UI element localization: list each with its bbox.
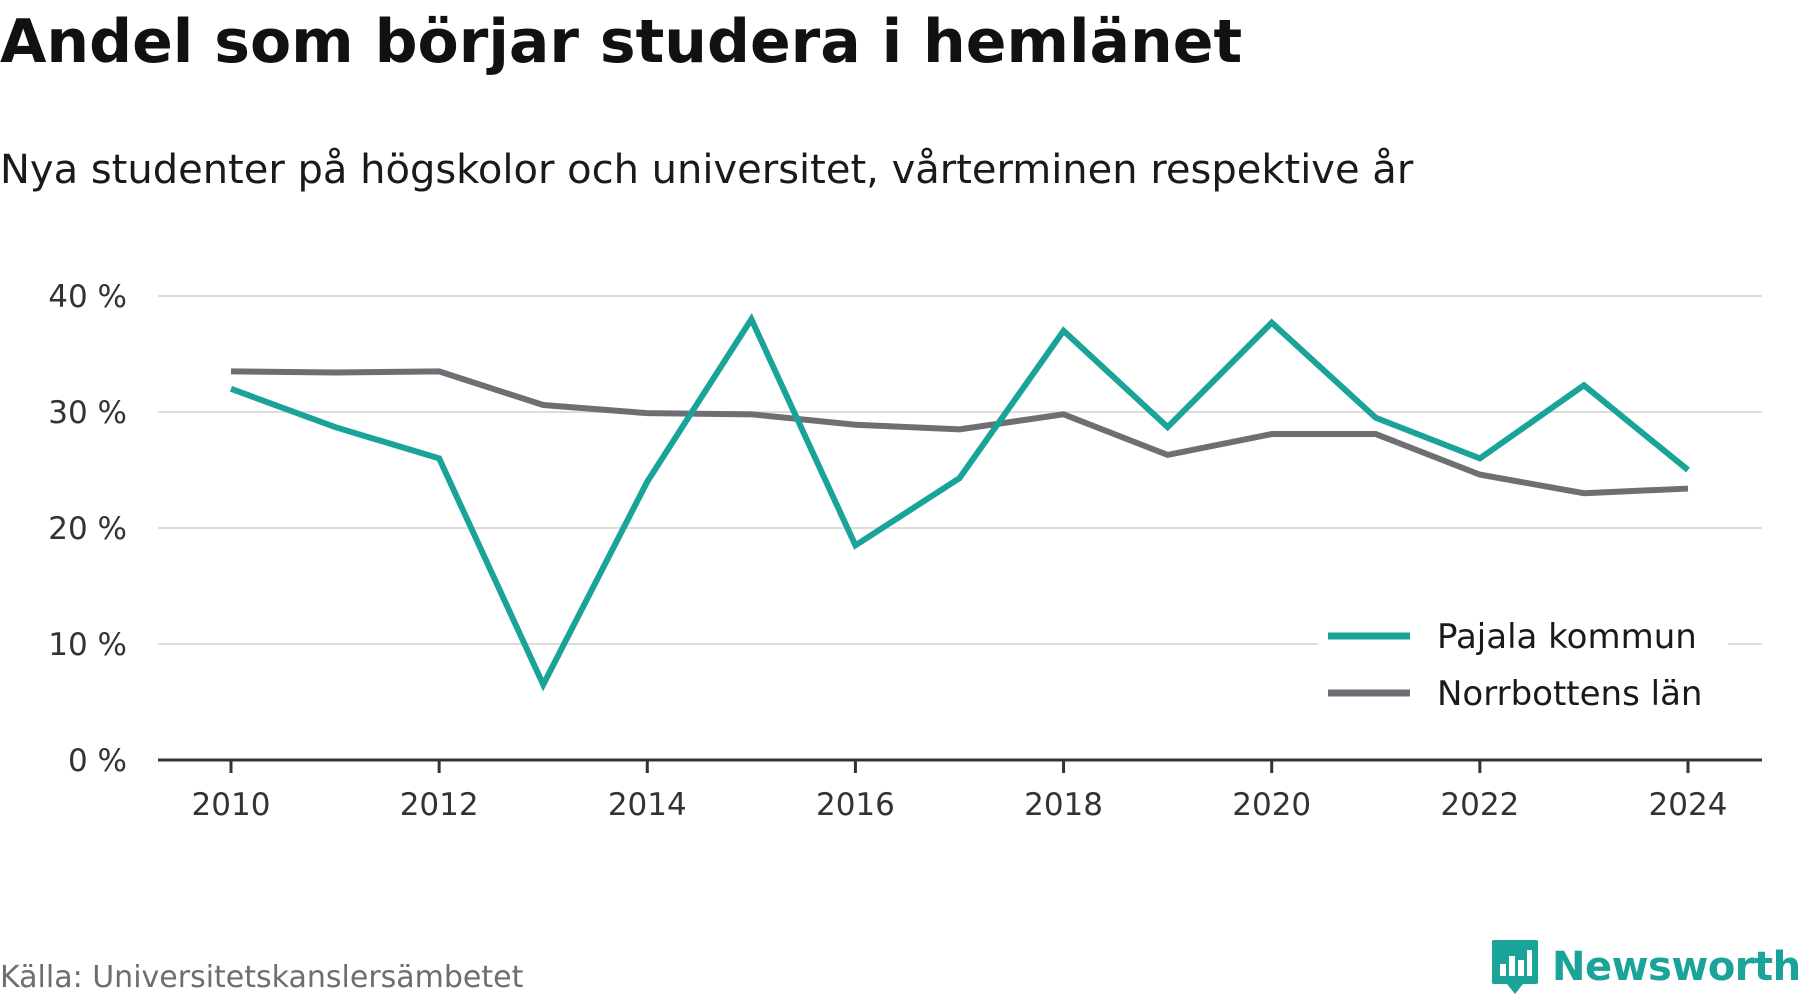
x-tick-label: 2012	[400, 787, 479, 823]
y-tick-label: 30 %	[48, 395, 127, 431]
x-tick-label: 2020	[1232, 787, 1311, 823]
x-axis	[158, 758, 1762, 773]
y-tick-label: 10 %	[48, 627, 127, 663]
legend-label: Pajala kommun	[1437, 617, 1697, 657]
newsworthy-logo-icon	[1492, 940, 1538, 994]
source-note: Källa: Universitetskanslersämbetet	[0, 960, 524, 995]
y-tick-label: 40 %	[48, 279, 127, 315]
series-lines	[229, 312, 1690, 692]
gridlines	[158, 295, 1762, 645]
newsworthy-logo-text: Newsworthy	[1552, 944, 1800, 990]
chart-title: Andel som börjar studera i hemlänet	[0, 7, 1243, 77]
legend-background	[1318, 608, 1728, 732]
x-tick-label: 2024	[1649, 787, 1728, 823]
x-tick-label: 2014	[608, 787, 687, 823]
newsworthy-logo: Newsworthy	[1490, 938, 1800, 996]
legend-box	[1318, 608, 1728, 732]
x-axis-tick-labels: 2010 2012 2014 2016 2018 2020 2022 2024	[192, 787, 1728, 823]
legend: Pajala kommun Norrbottens län	[1328, 617, 1702, 714]
x-tick-label: 2018	[1024, 787, 1103, 823]
y-tick-label: 0 %	[68, 743, 127, 779]
x-tick-label: 2016	[816, 787, 895, 823]
x-tick-label: 2022	[1440, 787, 1519, 823]
series-line-norrbottens-lan	[230, 368, 1689, 497]
chart-subtitle: Nya studenter på högskolor och universit…	[0, 147, 1414, 193]
legend-label: Norrbottens län	[1437, 674, 1702, 714]
y-tick-label: 20 %	[48, 511, 127, 547]
y-axis-tick-labels: 0 % 10 % 20 % 30 % 40 %	[48, 279, 127, 779]
x-tick-label: 2010	[192, 787, 271, 823]
series-line-pajala-kommun	[229, 312, 1690, 692]
